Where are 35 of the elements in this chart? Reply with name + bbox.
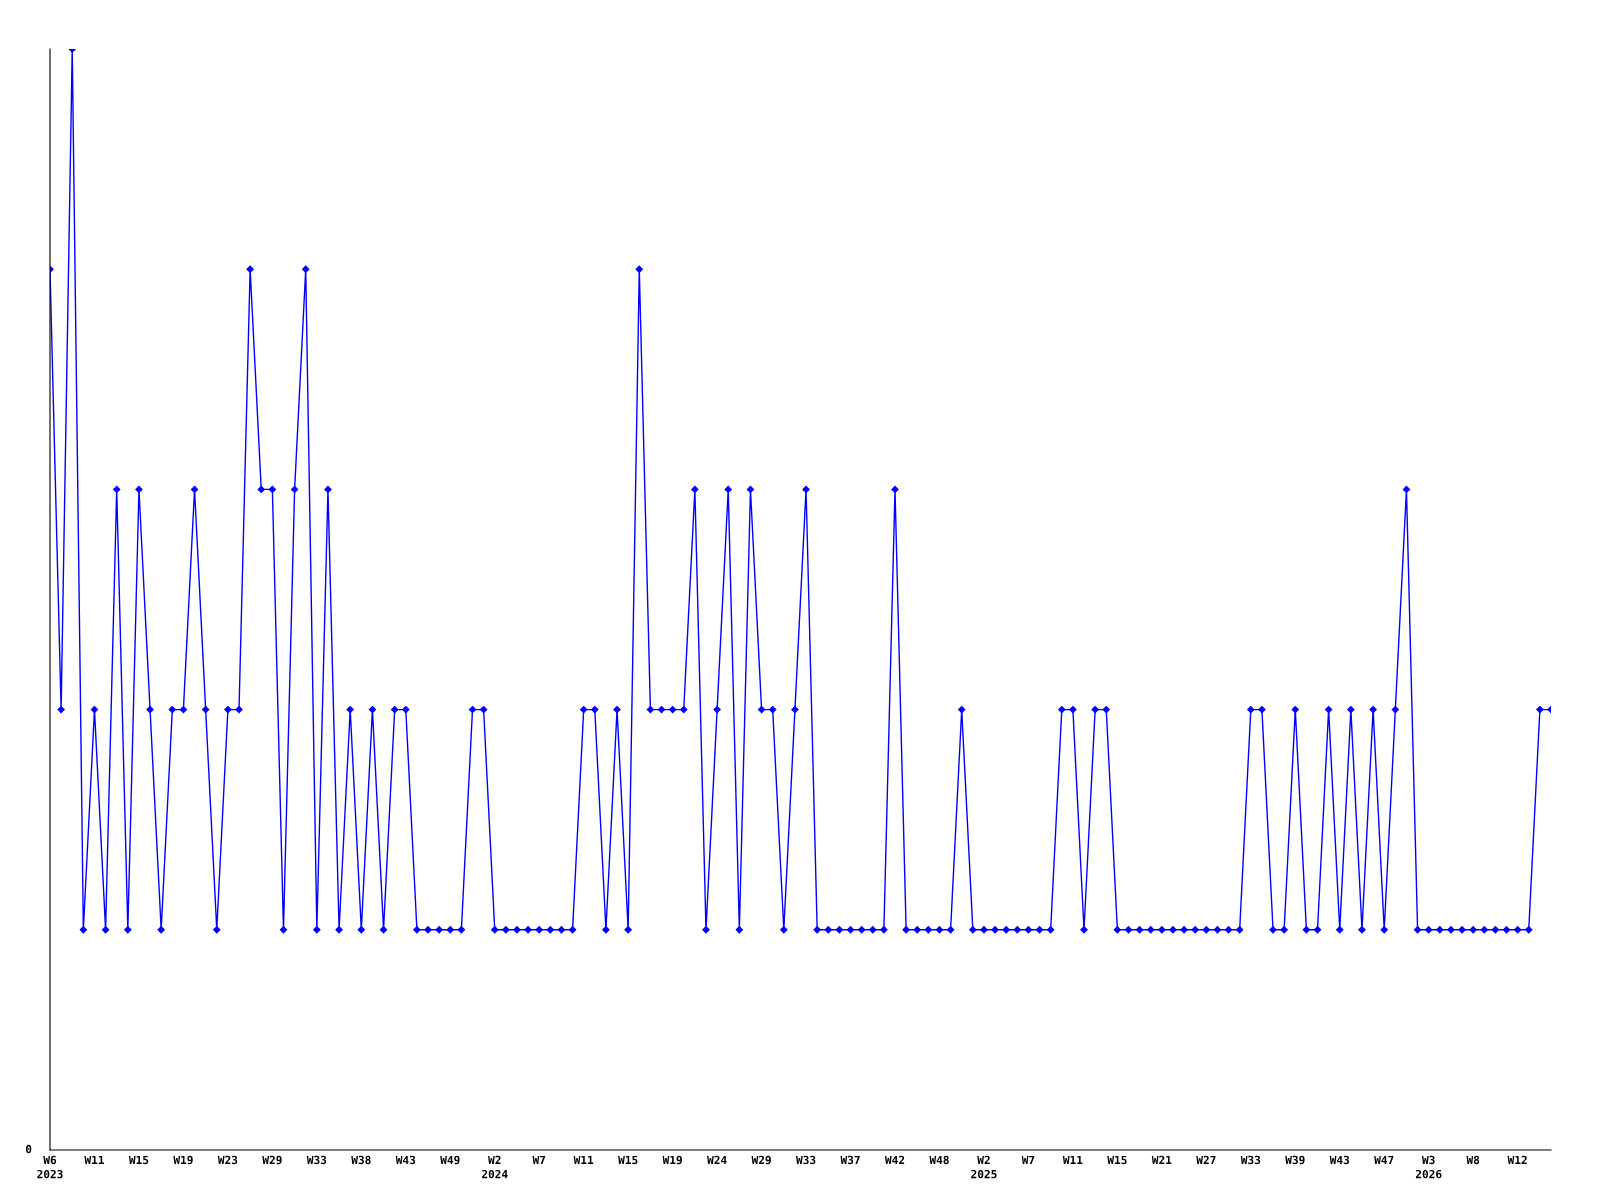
x-tick-label: W3 2026 — [1415, 1155, 1442, 1179]
x-tick-label: W8 — [1466, 1155, 1480, 1165]
x-tick-label: W2 2024 — [481, 1155, 508, 1179]
x-tick-label: W33 — [796, 1155, 816, 1165]
x-tick-label: W33 — [306, 1155, 327, 1165]
text: 0 — [25, 1144, 32, 1154]
x-tick-label: W7 — [532, 1155, 546, 1164]
x-tick-label: W19 — [173, 1155, 193, 1165]
x-tick-label: W2 2025 — [971, 1155, 997, 1179]
x-tick-label: W6 2023 — [37, 1155, 63, 1179]
x-tick-label: W42 — [884, 1155, 905, 1164]
x-tick-label: W43 — [395, 1155, 416, 1165]
x-tick-label: W15 — [618, 1155, 638, 1165]
x-tick-label: W48 — [929, 1155, 949, 1165]
x-tick-label: W11 — [1062, 1155, 1083, 1164]
x-tick-label: W38 — [351, 1155, 371, 1165]
x-tick-label: W15 — [1107, 1155, 1127, 1165]
x-tick-label: W37 — [840, 1155, 860, 1165]
x-tick-label: W49 — [440, 1155, 460, 1165]
x-tick-label: W11 — [573, 1155, 594, 1164]
x-tick-label: W11 — [84, 1155, 104, 1164]
x-tick-label: W19 — [662, 1155, 682, 1165]
x-tick-label: W33 — [1240, 1155, 1261, 1165]
x-tick-label: W47 — [1374, 1155, 1394, 1164]
x-tick-label: W12 — [1507, 1155, 1527, 1164]
x-tick-label: W27 — [1196, 1155, 1216, 1164]
x-tick-label: W43 — [1329, 1155, 1350, 1165]
x-tick-label: W23 — [217, 1155, 238, 1165]
x-tick-label: W21 — [1151, 1155, 1172, 1164]
x-tick-label: W29 — [751, 1155, 771, 1165]
x-tick-label: W7 — [1021, 1155, 1035, 1164]
x-tick-label: W29 — [262, 1155, 282, 1165]
x-tick-label: W24 — [707, 1155, 727, 1164]
x-tick-label: W15 — [128, 1155, 149, 1165]
x-tick-label: W39 — [1285, 1155, 1305, 1165]
